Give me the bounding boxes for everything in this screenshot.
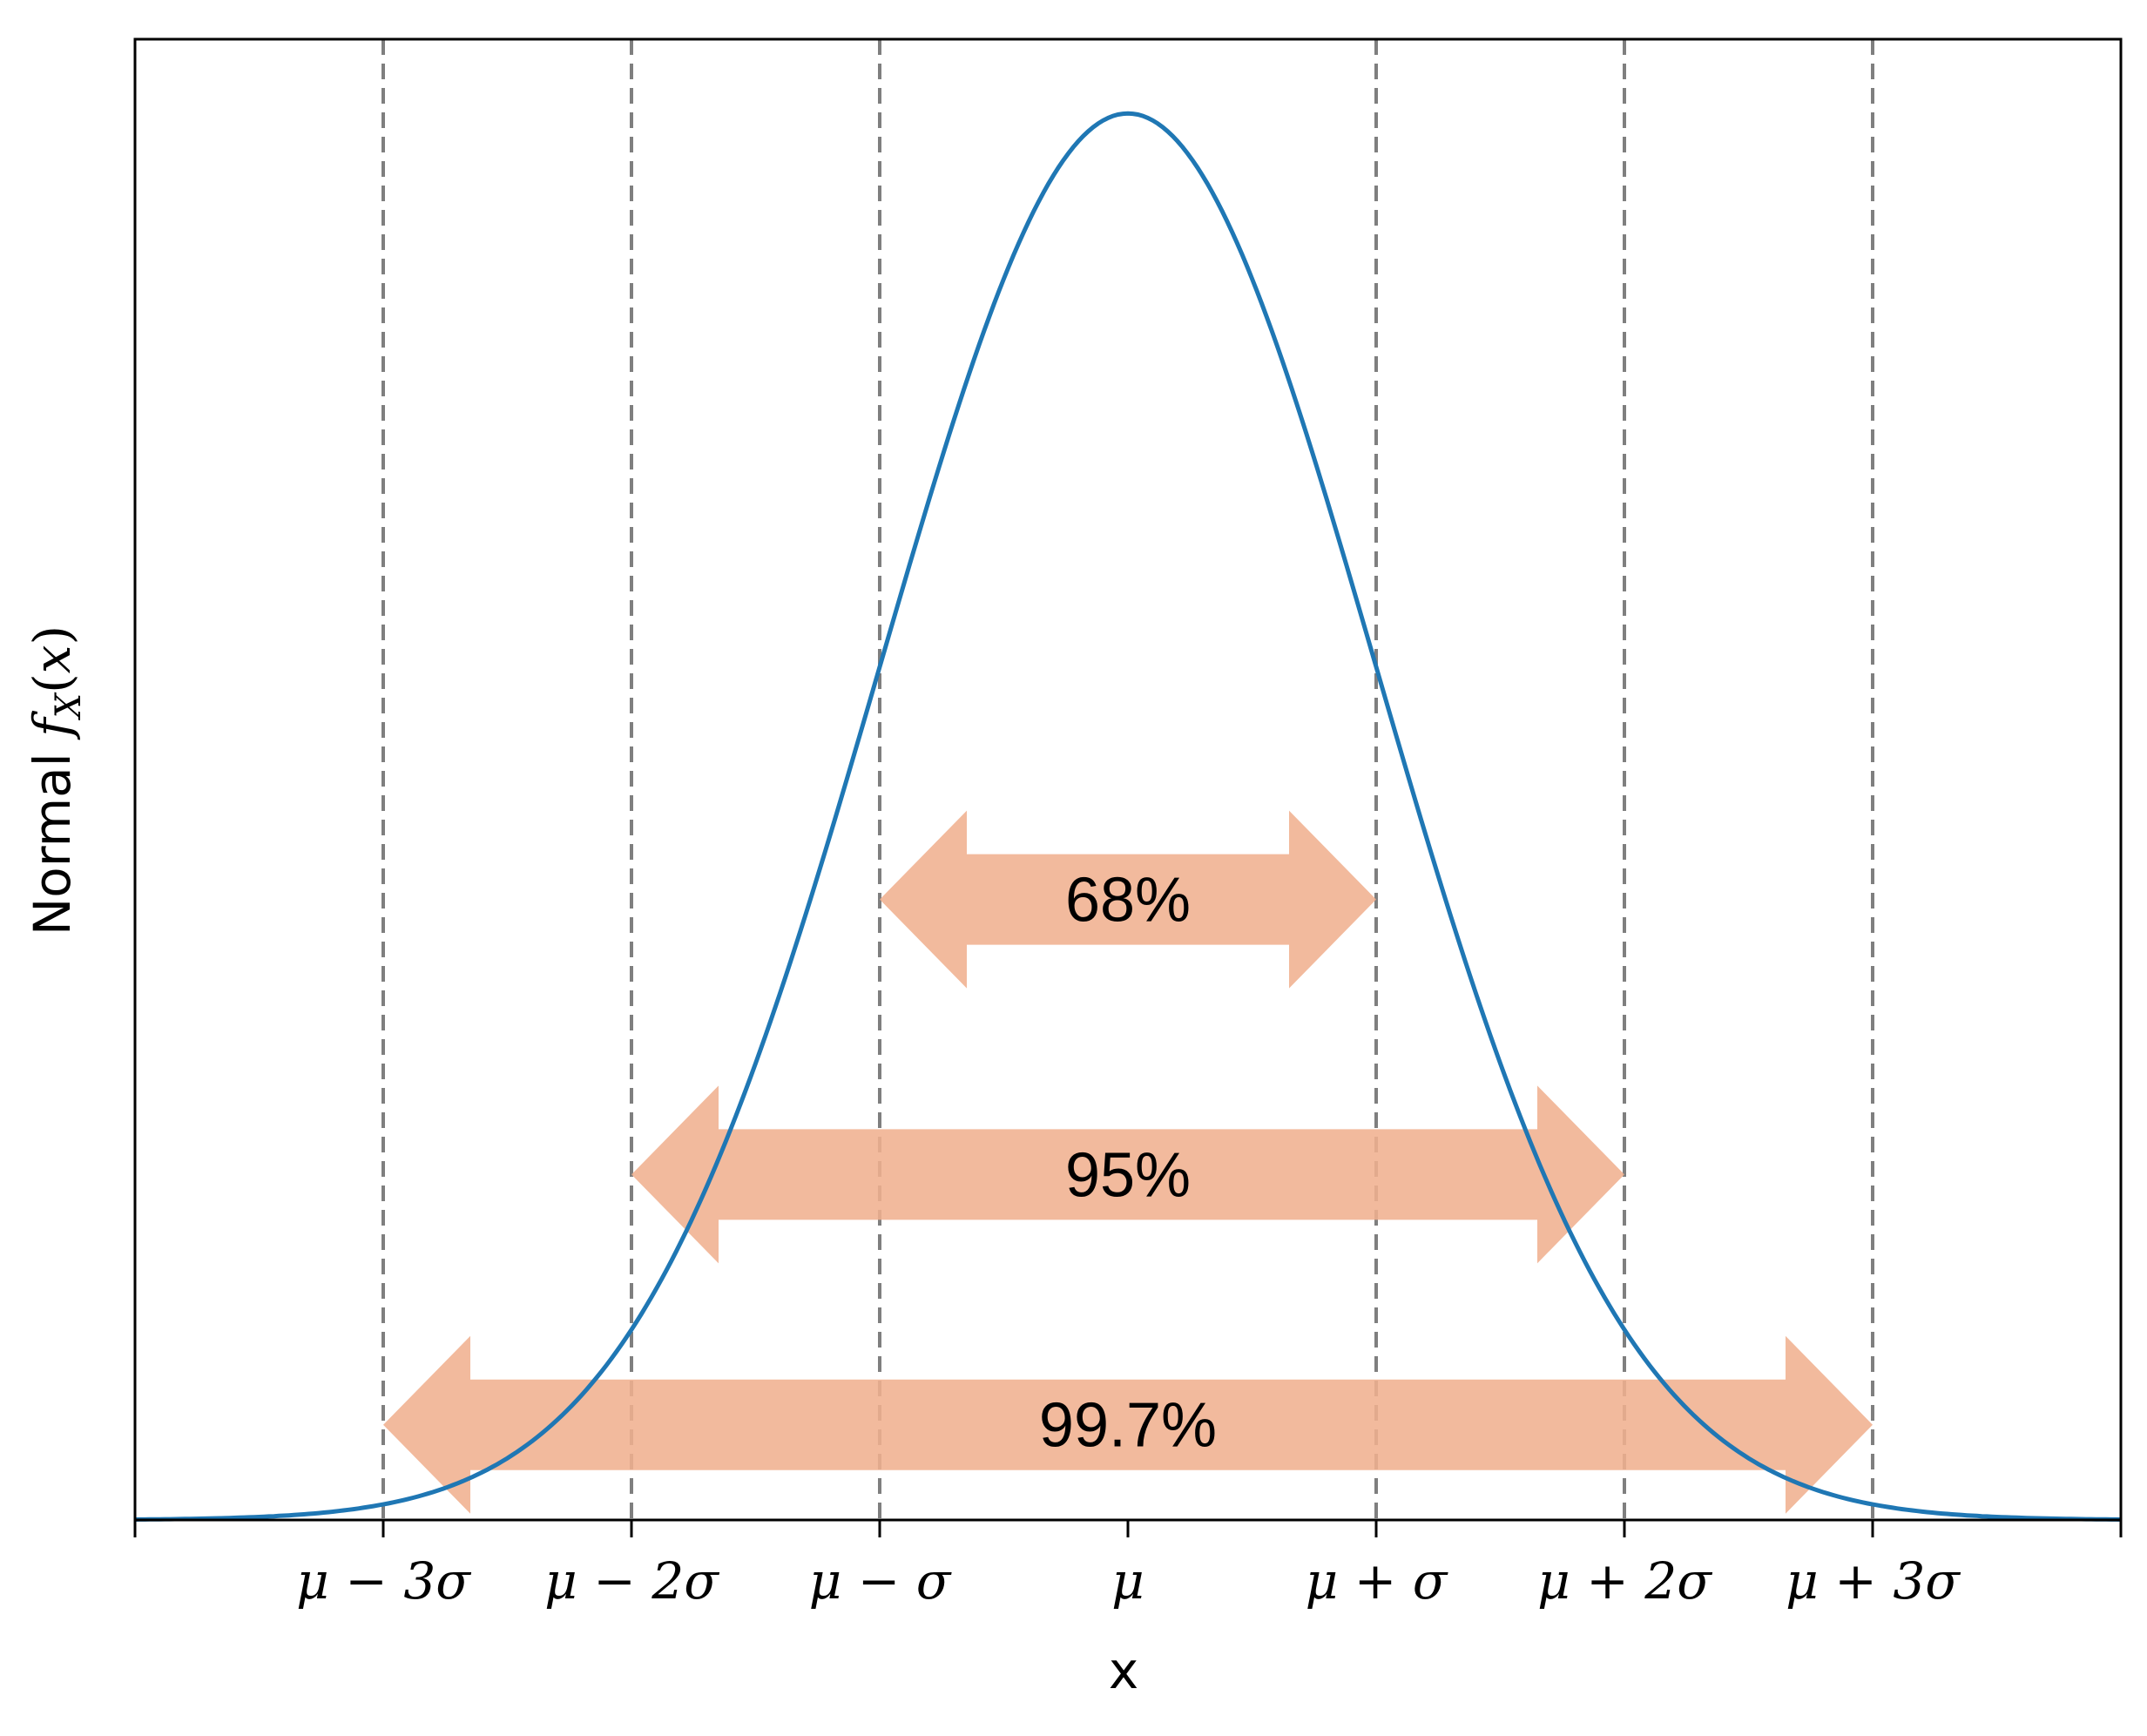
x-tick-label: μ − σ — [809, 1551, 952, 1611]
x-tick-label: μ − 2σ — [544, 1551, 719, 1611]
coverage-label: 99.7% — [1039, 1391, 1217, 1461]
x-tick-label: μ + σ — [1306, 1551, 1448, 1611]
density-curve — [134, 111, 2122, 1522]
coverage-label: 68% — [1065, 866, 1191, 936]
sigma-guide-lines — [381, 39, 1874, 1520]
x-tick-label: μ + 3σ — [1786, 1551, 1961, 1611]
coverage-label: 95% — [1065, 1140, 1191, 1210]
x-tick-label: μ − 3σ — [296, 1551, 471, 1611]
coverage-arrow — [880, 810, 1376, 989]
y-axis-label: Normal fX(x) — [23, 625, 89, 936]
x-axis-ticks: μ − 3σ μ − 2σ μ − σ μ μ + σ μ + 2σ μ + 3σ — [133, 1520, 2123, 1611]
coverage-arrow — [631, 1085, 1624, 1264]
x-tick-label: μ + 2σ — [1537, 1551, 1712, 1611]
coverage-labels: 68% 95% 99.7% — [1039, 866, 1217, 1461]
x-tick-label: μ — [1111, 1551, 1144, 1611]
coverage-arrows — [383, 810, 1873, 1514]
x-axis-label: x — [1109, 1641, 1138, 1700]
coverage-arrow — [383, 1335, 1873, 1514]
